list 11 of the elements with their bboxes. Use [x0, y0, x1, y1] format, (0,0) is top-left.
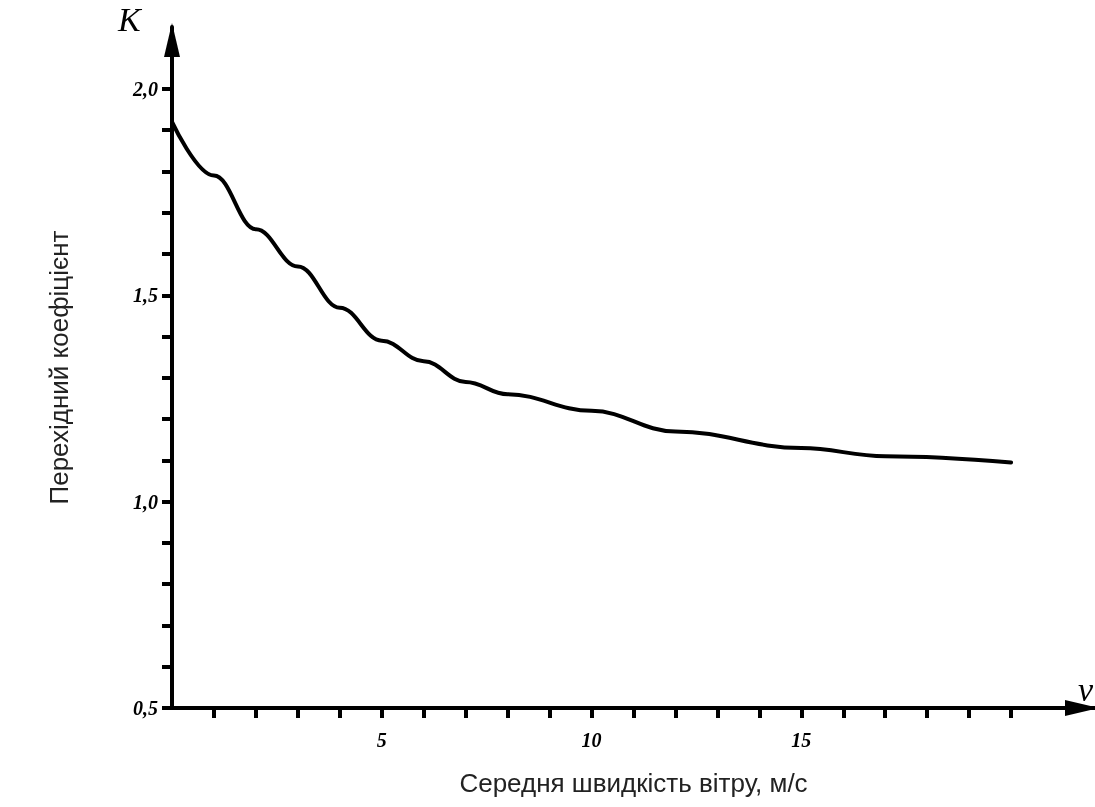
y-axis-title: Перехідний коефіцієнт [44, 230, 74, 505]
annotation: v [1077, 670, 1094, 708]
y-tick-label: 1,5 [133, 284, 158, 307]
y-tick-label: 1,0 [133, 490, 158, 513]
y-tick-label: 2,0 [132, 77, 158, 100]
x-tick-label: 5 [376, 729, 387, 751]
x-axis-title: Середня швидкість вітру, м/с [459, 768, 808, 798]
x-tick-label: 10 [581, 729, 602, 751]
y-tick-label: 0,5 [133, 697, 158, 719]
x-tick-label: 15 [791, 729, 812, 751]
text: K [117, 0, 143, 38]
